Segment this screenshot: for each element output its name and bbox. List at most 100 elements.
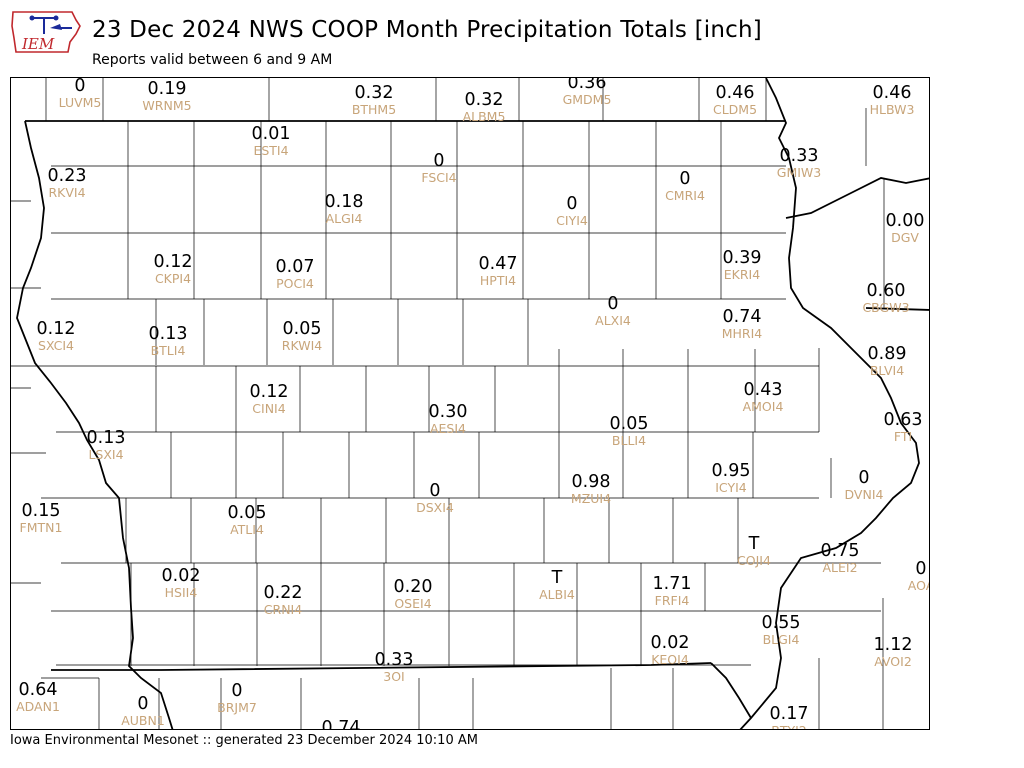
station-plot: 0.19 WRNM5 — [142, 79, 192, 113]
station-value: T — [551, 568, 563, 588]
station-value: 0 — [679, 169, 691, 189]
station-id: SXCI4 — [38, 337, 74, 353]
station-plot: 0 CIYI4 — [556, 195, 588, 227]
station-id: BTHM5 — [351, 101, 397, 117]
station-value: 0.43 — [743, 380, 783, 400]
station-value: 1.71 — [652, 574, 692, 594]
station-plot: 0.12 CKPI4 — [154, 253, 193, 286]
station-plot: 0.47 HPTI4 — [478, 254, 518, 287]
station-id: 3OI — [383, 668, 405, 684]
station-plot: 1.71 FRFI4 — [652, 574, 692, 608]
station-id: DSXI4 — [416, 499, 454, 515]
station-value: 0.64 — [18, 680, 58, 700]
station-plot: 0AOA — [907, 560, 929, 593]
station-id: ATLI4 — [230, 521, 264, 537]
station-value: 0.89 — [867, 344, 907, 364]
station-id: ESTI4 — [253, 142, 289, 158]
station-value: 0.19 — [147, 79, 187, 99]
station-value: 0.13 — [148, 324, 188, 344]
station-value: 0 — [74, 77, 86, 96]
station-plot: 0.36 GMDM5 — [562, 77, 612, 107]
station-plot: 0 FSCI4 — [421, 152, 456, 184]
station-value: 0.02 — [161, 566, 201, 586]
station-value: 0 — [137, 694, 149, 714]
precipitation-map: 0 LUVM5 0.19 WRNM5 0.32 BTHM5 0.32 ALBM5 0.36 GMD… — [10, 77, 930, 730]
station-plot: 0 LUVM5 — [59, 78, 102, 109]
station-id: GMDM5 — [562, 91, 612, 107]
station-id: WRNM5 — [142, 97, 192, 113]
station-value: 0 — [231, 681, 243, 701]
station-value: 0.13 — [86, 428, 126, 448]
station-plot: 0.18 ALGI4 — [325, 193, 364, 226]
station-plot: 0.33 GMIW3 — [776, 146, 822, 180]
station-plot: 0.43 AMOI4 — [743, 380, 784, 413]
station-value: 0.36 — [567, 77, 607, 93]
station-plot: 0.98 MZUI4 — [570, 473, 612, 506]
station-value: 0.12 — [249, 382, 289, 402]
station-value: 0.05 — [282, 319, 322, 339]
station-id: BTYI2 — [771, 722, 807, 730]
station-id: BRJM7 — [217, 699, 257, 715]
station-plot: 0.01 ESTI4 — [252, 125, 291, 158]
station-value: 0.74 — [722, 307, 762, 327]
station-id: GMIW3 — [776, 164, 822, 180]
page-title: 23 Dec 2024 NWS COOP Month Precipitation… — [92, 17, 762, 43]
station-value: 0.55 — [761, 613, 801, 633]
station-value: 0.22 — [263, 583, 303, 603]
station-id: CINI4 — [252, 400, 286, 416]
station-id: KEOI4 — [651, 651, 689, 667]
station-id: ALGI4 — [325, 210, 363, 226]
station-value: 0.33 — [779, 146, 819, 166]
station-plot: 0 CMRI4 — [665, 169, 705, 202]
station-id: RKVI4 — [48, 184, 86, 200]
station-plot: 0.17 BTYI2 — [770, 705, 809, 730]
station-value: 0 — [607, 294, 619, 314]
station-plot: 0.33 3OI — [374, 650, 414, 684]
iem-logo: IEM — [10, 8, 86, 60]
station-plot: 0.32 ALBM5 — [462, 91, 506, 124]
station-plot: 0.46 CLDM5 — [712, 83, 758, 117]
station-value: 0.15 — [21, 501, 61, 521]
station-plot: 0.95 ICYI4 — [711, 461, 751, 494]
station-id: MZUI4 — [570, 490, 612, 506]
station-id: ALEI2 — [822, 559, 858, 575]
station-id: CLDM5 — [712, 101, 758, 117]
station-plot: 0.05 BLLI4 — [609, 414, 649, 448]
station-plot: 0.13 BTLI4 — [148, 324, 188, 357]
station-value: 0.33 — [374, 650, 414, 670]
station-value: 0.63 — [883, 410, 923, 430]
station-id: ADAN1 — [16, 698, 60, 714]
station-id: ALBM5 — [462, 108, 506, 124]
station-plot: 0.32 BTHM5 — [351, 84, 397, 117]
station-plot: T COJI4 — [737, 534, 771, 568]
station-id: CRNI4 — [263, 601, 303, 617]
station-plot: 0.46 HLBW3 — [869, 83, 915, 117]
station-plot: 0.20 OSEI4 — [394, 578, 433, 610]
station-id: HLBW3 — [869, 101, 915, 117]
station-value: 0.02 — [650, 633, 690, 653]
station-value: 0.75 — [820, 541, 860, 561]
station-value: 0.47 — [478, 254, 518, 274]
station-value: T — [748, 534, 760, 554]
station-value: 0 — [429, 481, 441, 501]
station-value: 0.46 — [872, 83, 912, 103]
station-plot: 0 DSXI4 — [416, 481, 454, 515]
station-id: BLLI4 — [611, 432, 647, 448]
station-id: AOA — [907, 577, 929, 593]
station-id: COJI4 — [737, 552, 771, 568]
station-id: HSII4 — [164, 584, 198, 600]
station-value: 0.46 — [715, 83, 755, 103]
station-plot: 0.63 FTI — [883, 410, 923, 444]
station-plot: 0.23 RKVI4 — [48, 167, 87, 200]
station-value: 0 — [858, 468, 870, 488]
station-id: FTI — [893, 428, 913, 444]
station-value: 0.95 — [711, 461, 751, 481]
station-id: FRFI4 — [654, 592, 690, 608]
station-plot: T ALBI4 — [539, 568, 575, 601]
station-plot: 0 DVNI4 — [845, 468, 884, 501]
station-id: CKPI4 — [154, 270, 192, 286]
station-id: AESI4 — [429, 420, 467, 436]
station-plot: 0.89 BLVI4 — [867, 344, 907, 377]
station-id: LUVM5 — [58, 94, 102, 110]
station-value: 0.05 — [609, 414, 649, 434]
